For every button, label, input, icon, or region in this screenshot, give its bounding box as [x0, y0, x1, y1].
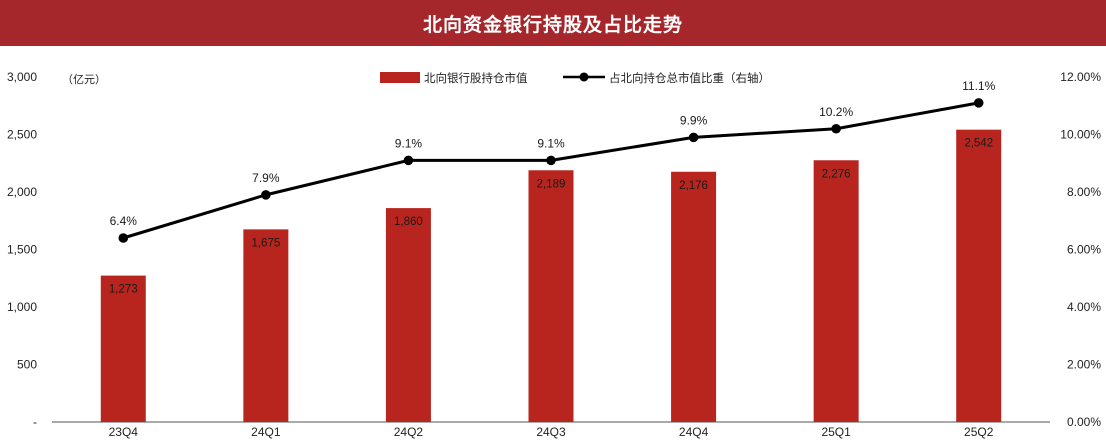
line-value-label: 7.9%	[252, 171, 280, 185]
legend-bar-swatch	[380, 72, 420, 83]
left-axis-tick-label: 3,000	[7, 70, 37, 84]
left-axis-ticks: - 500 1,000 1,500 2,000 2,500 3,000	[7, 70, 37, 429]
x-axis-tick-label: 25Q1	[821, 425, 851, 439]
line-point	[403, 155, 414, 166]
bar-series	[100, 129, 1002, 423]
legend: 北向银行股持仓市值 占北向持仓总市值比重（右轴）	[380, 71, 770, 85]
chart-title: 北向资金银行持股及占比走势	[422, 13, 683, 36]
legend-bar-label: 北向银行股持仓市值	[424, 71, 528, 85]
x-axis-tick-label: 25Q2	[964, 425, 994, 439]
x-axis-tick-label: 24Q1	[251, 425, 281, 439]
bar-value-label: 2,176	[679, 180, 708, 192]
bar-value-label: 2,189	[537, 178, 566, 190]
line-point	[973, 98, 984, 108]
right-axis-tick-label: 10.00%	[1060, 128, 1101, 142]
bar-value-label: 1,675	[251, 237, 280, 249]
bar	[671, 171, 717, 422]
right-axis-tick-label: 8.00%	[1067, 185, 1101, 199]
chart-title-banner: 北向资金银行持股及占比走势	[0, 0, 1106, 46]
right-axis-tick-label: 6.00%	[1067, 243, 1101, 257]
line-data-labels: 6.4% 7.9% 9.1% 9.1% 9.9% 10.2% 11.1%	[110, 79, 996, 228]
bar-value-label: 2,276	[822, 168, 851, 180]
right-axis-tick-label: 0.00%	[1067, 415, 1101, 429]
line-value-label: 6.4%	[110, 214, 138, 228]
line-value-label: 11.1%	[962, 79, 995, 93]
right-axis-tick-label: 4.00%	[1067, 300, 1101, 314]
left-axis-tick-label: -	[33, 415, 37, 429]
left-axis-tick-label: 1,000	[7, 300, 37, 314]
dual-axis-chart: - 500 1,000 1,500 2,000 2,500 3,000 0.00% 2.00%…	[7, 70, 1101, 439]
bar	[100, 275, 146, 422]
bar	[813, 160, 859, 422]
line-value-label: 10.2%	[819, 105, 853, 119]
legend-line-marker	[579, 72, 589, 82]
bar	[385, 208, 431, 422]
bar	[243, 229, 289, 422]
right-axis-tick-label: 2.00%	[1067, 358, 1101, 372]
left-axis-tick-label: 1,500	[7, 243, 37, 257]
line-point	[831, 123, 841, 134]
line-point	[688, 132, 699, 143]
x-axis-tick-label: 23Q4	[109, 425, 139, 439]
x-axis-tick-label: 24Q2	[394, 425, 424, 439]
left-axis-tick-label: 2,500	[7, 128, 37, 142]
left-axis-unit: （亿元）	[62, 73, 106, 86]
bar-value-label: 1,860	[394, 216, 423, 228]
bar-value-label: 1,273	[109, 284, 138, 296]
left-axis-tick-label: 500	[17, 358, 37, 372]
line-value-label: 9.1%	[537, 136, 565, 150]
right-axis-ticks: 0.00% 2.00% 4.00% 6.00% 8.00% 10.00% 12.00%	[1060, 70, 1101, 429]
bar-data-labels: 1,273 1,675 1,860 2,189 2,176 2,276 2,542	[109, 138, 993, 296]
x-axis-ticks: 23Q4 24Q1 24Q2 24Q3 24Q4 25Q1 25Q2	[109, 425, 994, 439]
line-point	[118, 233, 129, 243]
line-series	[118, 98, 984, 243]
bar	[528, 170, 574, 422]
right-axis-tick-label: 12.00%	[1060, 70, 1101, 84]
left-axis-tick-label: 2,000	[7, 185, 37, 199]
line-point	[261, 190, 271, 200]
line-value-label: 9.1%	[395, 136, 423, 150]
x-axis-tick-label: 24Q4	[679, 425, 709, 439]
bar	[956, 129, 1002, 423]
legend-line-label: 占北向持仓总市值比重（右轴）	[609, 71, 770, 85]
bar-value-label: 2,542	[964, 138, 993, 150]
x-axis-tick-label: 24Q3	[536, 425, 566, 439]
line-point	[546, 155, 556, 166]
line-value-label: 9.9%	[680, 113, 708, 127]
